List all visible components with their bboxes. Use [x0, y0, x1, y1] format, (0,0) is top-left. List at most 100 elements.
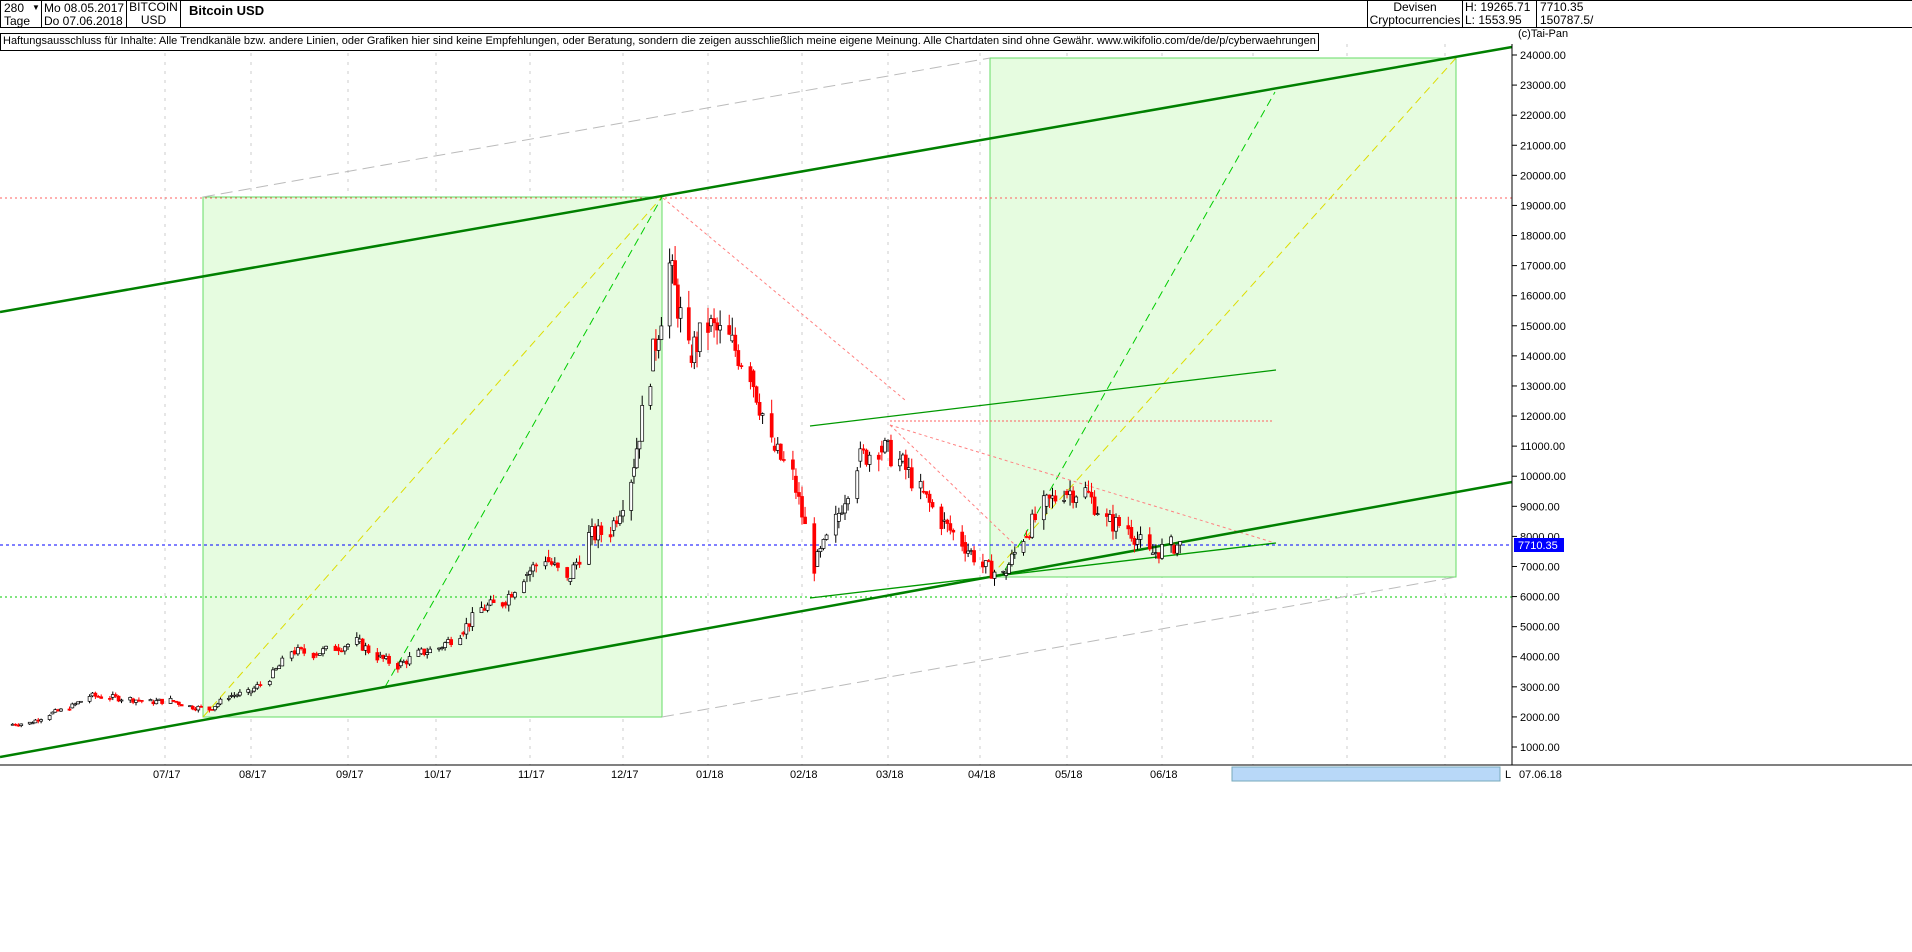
candle-body — [736, 350, 741, 366]
y-tick-label: 11000.00 — [1520, 441, 1565, 453]
candle-body — [1132, 537, 1137, 545]
candle-body — [1065, 490, 1069, 496]
candle-body — [930, 502, 935, 508]
candle-body — [1033, 513, 1037, 521]
candle-body — [19, 723, 24, 726]
channel-lower[interactable] — [0, 480, 1513, 759]
candle-body — [404, 660, 409, 665]
candle-body — [748, 366, 753, 383]
candle-body — [918, 481, 923, 489]
date-from[interactable]: Mo 08.05.2017 — [44, 1, 125, 15]
low-value: L: 1553.95 — [1465, 13, 1522, 27]
candle-body — [336, 647, 341, 652]
candle-body — [775, 443, 780, 451]
candle-body — [99, 696, 104, 699]
candle-body — [196, 705, 201, 711]
period-select[interactable]: 280 Tage ▼ — [0, 0, 42, 28]
candle-body — [618, 515, 622, 524]
candle-body — [1138, 534, 1143, 540]
candle-body — [621, 510, 625, 517]
candle-body — [983, 560, 988, 567]
candle-body — [425, 652, 430, 655]
candle-body — [128, 697, 133, 701]
candle-body — [855, 470, 860, 499]
candle-body — [556, 562, 560, 568]
candle-body — [333, 645, 338, 651]
channel-upper[interactable] — [0, 45, 1513, 314]
candle-body — [1095, 513, 1100, 515]
candle-body — [840, 512, 844, 515]
candle-body — [47, 715, 52, 720]
candle-body — [791, 459, 795, 470]
candle-body — [255, 684, 260, 689]
date-to[interactable]: Do 07.06.2018 — [44, 14, 123, 28]
candle-body — [549, 561, 554, 565]
date-range[interactable]: Mo 08.05.2017 Do 07.06.2018 — [41, 0, 127, 28]
candle-body — [1068, 490, 1072, 496]
candle-body — [611, 520, 616, 531]
candle-body — [1021, 541, 1026, 553]
candle-body — [678, 307, 683, 319]
candle-body — [1157, 552, 1161, 559]
candle-body — [772, 445, 777, 451]
candle-body — [249, 690, 253, 694]
candle-body — [1041, 495, 1046, 521]
candle-body — [837, 513, 841, 522]
candle-body — [924, 491, 929, 495]
gray-projection-lower — [661, 576, 1457, 718]
category-line1: Devisen — [1393, 0, 1437, 14]
candle-body — [858, 448, 863, 462]
symbol: BITCOIN USD — [126, 0, 181, 28]
candle-body — [93, 692, 98, 697]
candle-body — [339, 650, 344, 653]
candle-body — [292, 650, 297, 655]
candle-body — [296, 647, 300, 655]
candle-body — [174, 700, 178, 703]
candle-body — [1004, 573, 1008, 576]
candle-body — [416, 649, 421, 657]
candle-body — [531, 564, 535, 572]
candle-body — [258, 684, 263, 686]
candle-body — [883, 440, 887, 453]
candle-body — [1104, 513, 1109, 517]
candle-body — [503, 602, 508, 606]
category: Devisen Cryptocurrencies — [1367, 0, 1463, 28]
scale-mode[interactable]: L — [1505, 769, 1511, 781]
candle-body — [354, 637, 359, 645]
candle-body — [818, 548, 823, 552]
candle-body — [375, 652, 380, 661]
candle-body — [821, 539, 826, 549]
period-value[interactable]: 280 — [4, 1, 25, 15]
candle-body — [317, 653, 322, 656]
candle-body — [757, 401, 762, 416]
candle-body — [876, 454, 881, 460]
candle-body — [277, 665, 282, 669]
candle-body — [87, 696, 92, 702]
candle-body — [815, 551, 820, 567]
candle-body — [673, 260, 677, 286]
y-tick-label: 20000.00 — [1520, 170, 1566, 182]
y-tick-label: 21000.00 — [1520, 140, 1566, 152]
candle-body — [921, 490, 926, 493]
chart-title: Bitcoin USD — [180, 0, 1368, 28]
y-tick-label: 22000.00 — [1520, 110, 1566, 122]
candle-body — [407, 656, 412, 665]
fib-box-2 — [989, 57, 1457, 578]
candle-body — [419, 648, 424, 655]
candle-body — [528, 570, 532, 575]
candle-body — [686, 307, 691, 341]
unit-value[interactable]: Tage — [4, 14, 31, 28]
y-tick-label: 17000.00 — [1520, 261, 1566, 273]
candle-body — [637, 440, 642, 450]
future-range-scrollbar[interactable] — [1231, 766, 1501, 782]
candle-body — [70, 703, 75, 709]
candle-body — [491, 599, 496, 604]
candle-body — [443, 642, 447, 648]
candle-body — [1083, 487, 1088, 498]
candle-body — [927, 493, 932, 503]
candle-body — [960, 531, 965, 547]
dropdown-icon[interactable]: ▼ — [32, 3, 40, 12]
candle-body — [39, 719, 43, 722]
candle-body — [207, 706, 212, 711]
